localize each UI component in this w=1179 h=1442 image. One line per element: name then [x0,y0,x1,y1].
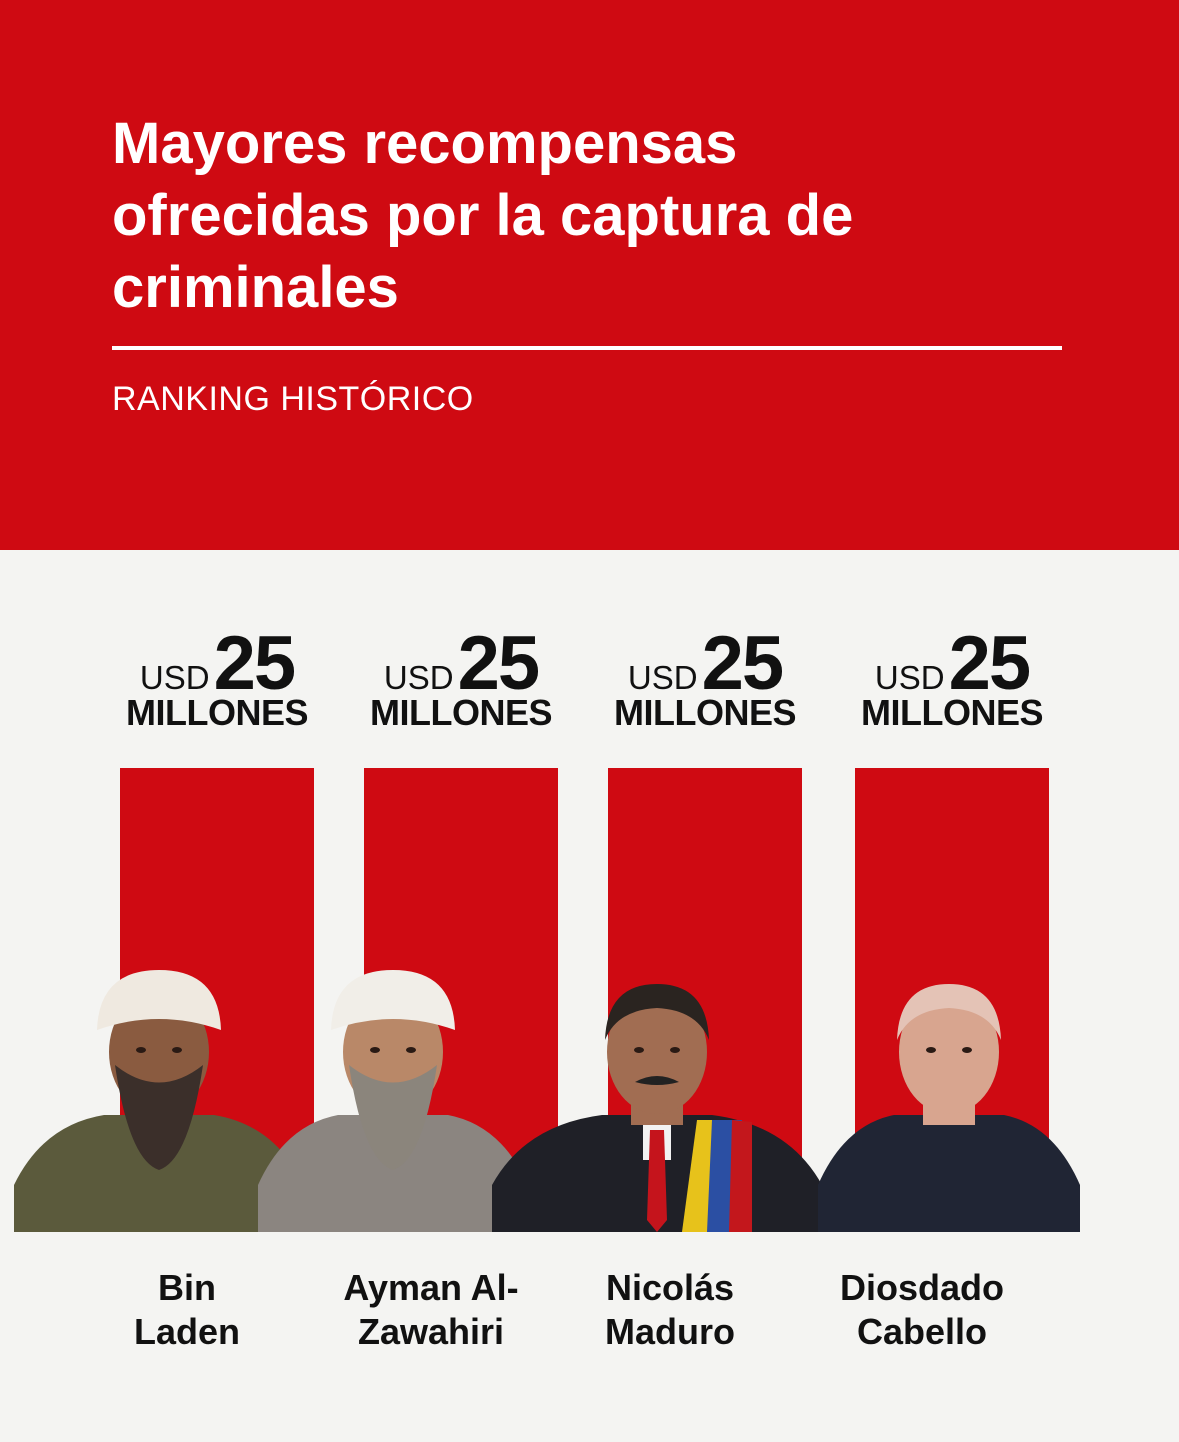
bin-laden-photo [14,970,304,1232]
bar-value-label: USD25 MILLONES [331,620,591,734]
category-label: Diosdado Cabello [792,1266,1052,1354]
value-line: USD25 [87,620,347,706]
title-divider [112,346,1062,350]
currency-label: USD [627,659,698,696]
bar-value-label: USD25 MILLONES [87,620,347,734]
value-line: USD25 [331,620,591,706]
cabello-photo [818,970,1080,1232]
title-line: Mayores recompensas [112,111,738,176]
category-label-line: Laden [133,1311,240,1352]
header-banner: Mayores recompensas ofrecidas por la cap… [0,0,1179,550]
unit-label: MILLONES [614,692,797,733]
category-label: Ayman Al- Zawahiri [301,1266,561,1354]
category-label-line: Maduro [605,1311,735,1352]
unit-label: MILLONES [370,692,553,733]
unit-label: MILLONES [126,692,309,733]
category-label-line: Zawahiri [357,1311,505,1352]
category-label-line: Diosdado [839,1267,1004,1308]
currency-label: USD [383,659,454,696]
category-label-line: Bin [158,1267,216,1308]
title-line: ofrecidas por la captura de [112,183,854,248]
category-label-line: Ayman Al- [343,1267,519,1308]
category-label-line: Nicolás [605,1267,735,1308]
maduro-photo [492,970,822,1232]
zawahiri-photo [258,970,528,1232]
category-label: Nicolás Maduro [540,1266,800,1354]
category-label: Bin Laden [57,1266,317,1354]
value-line: USD25 [575,620,835,706]
category-label-line: Cabello [856,1311,988,1352]
bar-value-label: USD25 MILLONES [822,620,1082,734]
value-line: USD25 [822,620,1082,706]
currency-label: USD [139,659,210,696]
amount-label: 25 [457,621,541,706]
amount-label: 25 [948,621,1032,706]
amount-label: 25 [213,621,297,706]
chart-subtitle: RANKING HISTÓRICO [112,380,474,418]
bar-value-label: USD25 MILLONES [575,620,835,734]
title-line: criminales [112,255,399,320]
chart-title: Mayores recompensas ofrecidas por la cap… [112,108,1072,324]
amount-label: 25 [701,621,785,706]
currency-label: USD [874,659,945,696]
unit-label: MILLONES [861,692,1044,733]
